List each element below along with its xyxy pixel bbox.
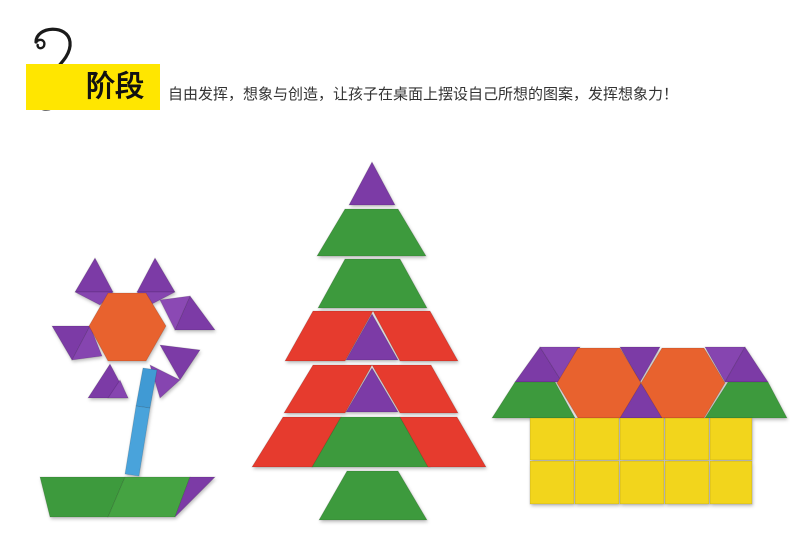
petal [159,344,201,381]
roof-eave-trapezoid [704,381,788,419]
wall-square [709,460,753,505]
tree-trapezoid [317,258,428,309]
wall-square [574,417,620,461]
petal [74,257,114,293]
wall-square [529,417,575,461]
tree-trapezoid [316,208,427,257]
petal [71,325,103,361]
house-wall [529,417,753,505]
flower-figure [39,257,216,518]
house-figure [491,346,788,505]
tree-mid-triangle [345,313,399,361]
tree-rhombus [372,310,459,362]
wall-square [574,460,620,505]
header: 阶段 自由发挥，想象与创造，让孩子在桌面上摆设自己所想的图案，发挥想象力！ [0,0,790,130]
stage-description: 自由发挥，想象与创造，让孩子在桌面上摆设自己所想的图案，发挥想象力！ [168,85,679,103]
petal [136,257,176,293]
tree-rhombus [399,416,487,468]
ground-triangle [174,476,216,518]
tree-rhombus [284,310,374,362]
wall-square [664,460,710,505]
wall-square [529,460,575,505]
tree-top-triangle [348,161,396,206]
tree-mid-triangle [345,367,399,413]
stem-rhombus [135,367,158,409]
stage-label: 阶段 [86,69,145,103]
stage-badge [26,64,160,110]
stem-rhombus [124,405,151,477]
tree-rhombus [283,364,373,414]
wall-square [619,417,665,461]
wall-square [619,460,665,505]
petal [107,379,129,399]
flower-center-hexagon [88,292,167,362]
tree-trunk-trapezoid [318,470,428,521]
tree-figure [251,161,487,521]
wall-square [709,417,753,461]
tree-rhombus [371,364,459,414]
petal [159,295,191,331]
wall-square [664,417,710,461]
